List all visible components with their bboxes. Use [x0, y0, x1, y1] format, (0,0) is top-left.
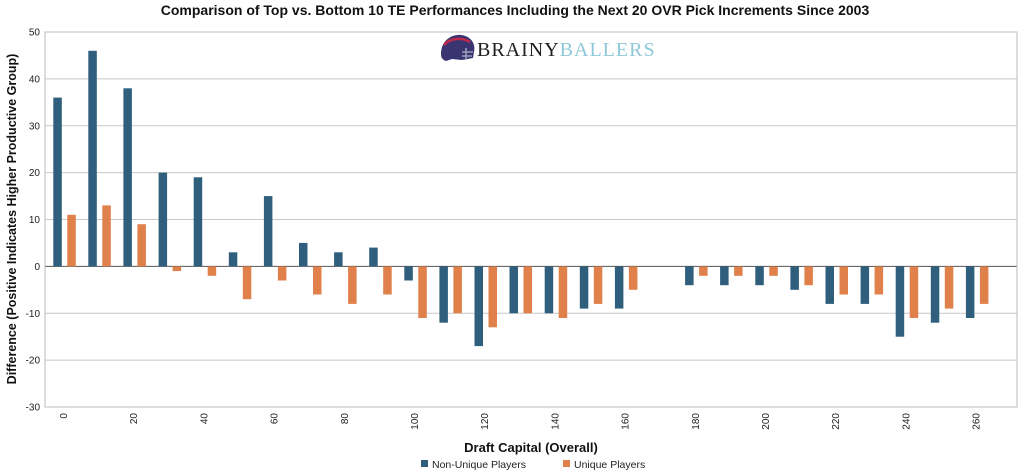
x-axis-label: Draft Capital (Overall)	[464, 440, 598, 455]
bar-non-unique-240	[895, 266, 905, 337]
x-tick-label: 0	[59, 413, 70, 419]
bar-non-unique-80	[334, 252, 343, 267]
bar-non-unique-120	[474, 266, 483, 347]
bar-unique-220	[839, 266, 848, 295]
bar-non-unique-130	[509, 266, 518, 314]
bars	[53, 50, 989, 347]
y-tick-labels: 50 40 30 20 10 0 -10 -20 -30	[26, 28, 41, 414]
bar-non-unique-200	[755, 266, 764, 286]
football-helmet-icon	[441, 34, 475, 61]
bar-unique-200	[769, 266, 778, 276]
x-tick-label: 180	[691, 413, 702, 430]
x-tick-label: 160	[621, 413, 632, 430]
bar-unique-180	[699, 266, 708, 276]
x-tick-label: 240	[901, 413, 912, 430]
bar-non-unique-180	[685, 266, 694, 286]
legend-swatch-non-unique	[421, 460, 428, 467]
bar-unique-50	[242, 266, 252, 300]
legend-swatch-unique	[563, 460, 570, 467]
svg-text:BRAINYBALLERS: BRAINYBALLERS	[477, 39, 656, 61]
y-tick-label: -10	[26, 309, 41, 320]
bar-non-unique-160	[614, 266, 624, 309]
plot-frame	[44, 31, 1018, 408]
bar-non-unique-260	[965, 266, 975, 318]
x-tick-label: 100	[410, 413, 421, 430]
bar-non-unique-90	[369, 247, 378, 267]
x-tick-label: 220	[831, 413, 842, 430]
bar-non-unique-110	[439, 266, 448, 323]
x-tick-label: 120	[480, 413, 491, 430]
bar-non-unique-40	[193, 177, 203, 267]
bar-unique-20	[137, 224, 146, 267]
bar-non-unique-100	[404, 266, 413, 281]
bar-non-unique-30	[158, 172, 168, 267]
logo-text-ballers: BALLERS	[560, 39, 656, 61]
bar-unique-160	[628, 266, 638, 290]
y-tick-label: 0	[34, 262, 40, 273]
bar-unique-250	[944, 266, 954, 309]
bar-unique-110	[453, 266, 462, 314]
legend: Non-Unique Players Unique Players	[421, 459, 645, 471]
y-tick-label: 30	[29, 121, 41, 132]
bar-non-unique-20	[123, 88, 132, 267]
bar-unique-120	[488, 266, 497, 328]
x-tick-label: 80	[340, 413, 351, 425]
y-tick-label: -30	[26, 403, 41, 414]
bar-unique-30	[172, 266, 182, 272]
bar-non-unique-220	[825, 266, 834, 304]
gridlines	[45, 31, 1017, 408]
y-axis-label: Difference (Positive Indicates Higher Pr…	[5, 54, 19, 385]
bar-non-unique-10	[88, 50, 97, 267]
bar-non-unique-190	[720, 266, 729, 286]
bar-non-unique-0	[53, 97, 62, 267]
bar-unique-100	[418, 266, 427, 318]
bar-unique-210	[804, 266, 813, 286]
bar-non-unique-60	[263, 196, 273, 267]
y-tick-label: -20	[26, 356, 41, 367]
legend-label-non-unique: Non-Unique Players	[432, 459, 526, 471]
bar-unique-0	[67, 214, 76, 267]
y-tick-label: 20	[29, 168, 41, 179]
x-tick-label: 20	[129, 413, 140, 425]
watermark-logo: BRAINYBALLERS	[441, 34, 656, 61]
bar-unique-240	[909, 266, 919, 318]
y-tick-label: 10	[29, 215, 41, 226]
bar-non-unique-230	[860, 266, 870, 304]
legend-label-unique: Unique Players	[574, 459, 645, 471]
bar-unique-140	[558, 266, 568, 318]
chart-title: Comparison of Top vs. Bottom 10 TE Perfo…	[161, 2, 870, 18]
y-tick-label: 50	[29, 28, 41, 39]
bar-unique-80	[348, 266, 357, 304]
bar-unique-190	[734, 266, 743, 276]
x-tick-label: 140	[550, 413, 561, 430]
x-tick-label: 60	[270, 413, 281, 425]
bar-non-unique-250	[930, 266, 940, 323]
bar-unique-60	[277, 266, 287, 281]
bar-non-unique-150	[579, 266, 589, 309]
x-tick-label: 200	[761, 413, 772, 430]
bar-unique-150	[593, 266, 603, 304]
bar-unique-130	[523, 266, 532, 314]
bar-unique-230	[874, 266, 884, 295]
x-tick-label: 40	[199, 413, 210, 425]
x-tick-label: 260	[972, 413, 983, 430]
bar-non-unique-50	[228, 252, 238, 267]
bar-non-unique-70	[299, 242, 308, 267]
bar-unique-40	[207, 266, 217, 276]
x-tick-labels: 0 20 40 60 80 100 120 140 160 180 200 220 240 260	[59, 413, 983, 430]
bar-unique-70	[313, 266, 322, 295]
bar-unique-10	[102, 205, 111, 267]
y-tick-label: 40	[29, 74, 41, 85]
bar-unique-260	[979, 266, 989, 304]
bar-non-unique-140	[544, 266, 554, 314]
bar-unique-90	[383, 266, 392, 295]
bar-non-unique-210	[790, 266, 799, 290]
logo-text-brainy: BRAINY	[477, 39, 560, 61]
